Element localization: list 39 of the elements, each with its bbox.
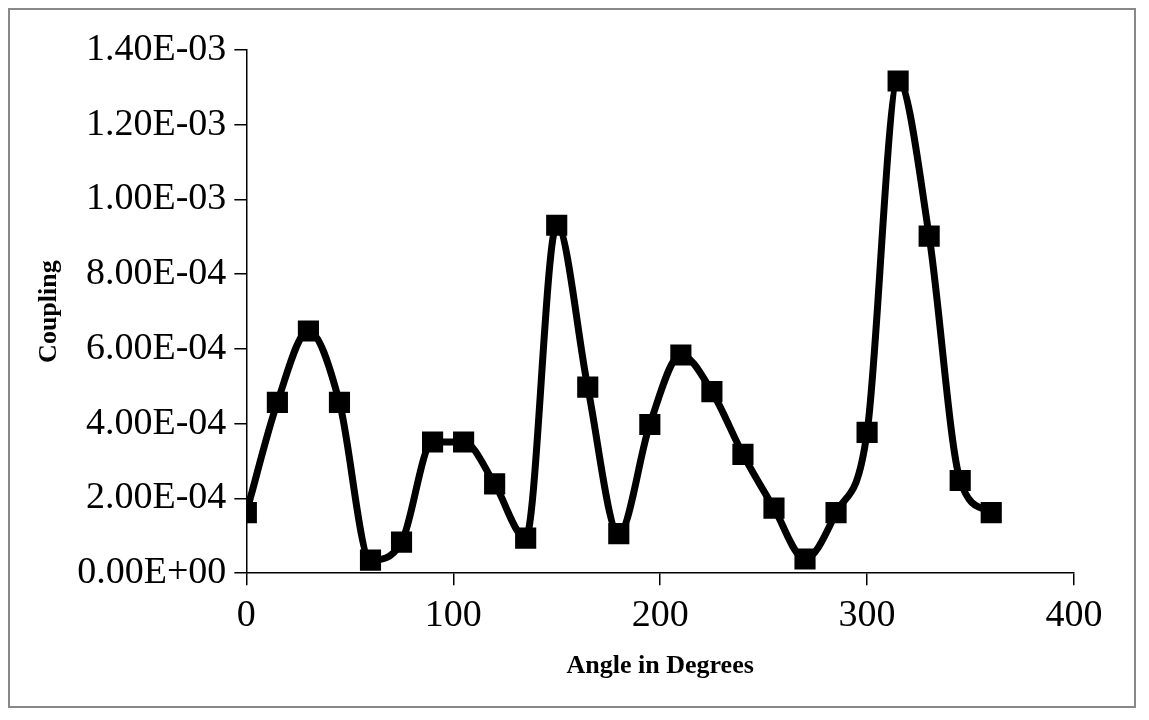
y-axis-title: Coupling (33, 260, 63, 363)
point (701, 381, 723, 403)
point (918, 225, 940, 247)
y-tick-label: 4.00E-04 (85, 399, 227, 442)
point (825, 502, 847, 524)
point (763, 497, 785, 519)
y-tick-label: 1.00E-03 (85, 175, 227, 218)
point (266, 391, 288, 413)
point (390, 531, 413, 553)
point (608, 523, 630, 545)
y-tick-label: 1.20E-03 (85, 100, 227, 143)
y-tick-label: 1.40E-03 (85, 25, 227, 68)
point (515, 527, 537, 549)
x-tick-label: 400 (1045, 591, 1103, 634)
y-tick-label: 6.00E-04 (85, 324, 227, 367)
x-tick-label: 300 (838, 591, 896, 634)
x-tick-label: 0 (236, 591, 256, 634)
x-tick-label: 100 (424, 591, 482, 634)
point (577, 376, 599, 398)
point (856, 421, 878, 443)
x-axis-title: Angle in Degrees (566, 650, 754, 680)
point (453, 431, 475, 453)
point (670, 344, 692, 366)
point (887, 70, 909, 92)
point (949, 469, 971, 492)
x-tick-label: 200 (631, 591, 689, 634)
point (484, 473, 506, 495)
point (732, 443, 754, 465)
y-tick-label: 0.00E+00 (77, 549, 227, 592)
point (546, 214, 568, 236)
point (328, 391, 351, 413)
point (794, 548, 816, 570)
y-tick-label: 2.00E-04 (85, 474, 227, 517)
point (297, 320, 319, 342)
point (421, 431, 444, 453)
point (639, 413, 661, 436)
point (980, 502, 1002, 524)
y-tick-label: 8.00E-04 (85, 250, 227, 293)
point (359, 549, 382, 571)
